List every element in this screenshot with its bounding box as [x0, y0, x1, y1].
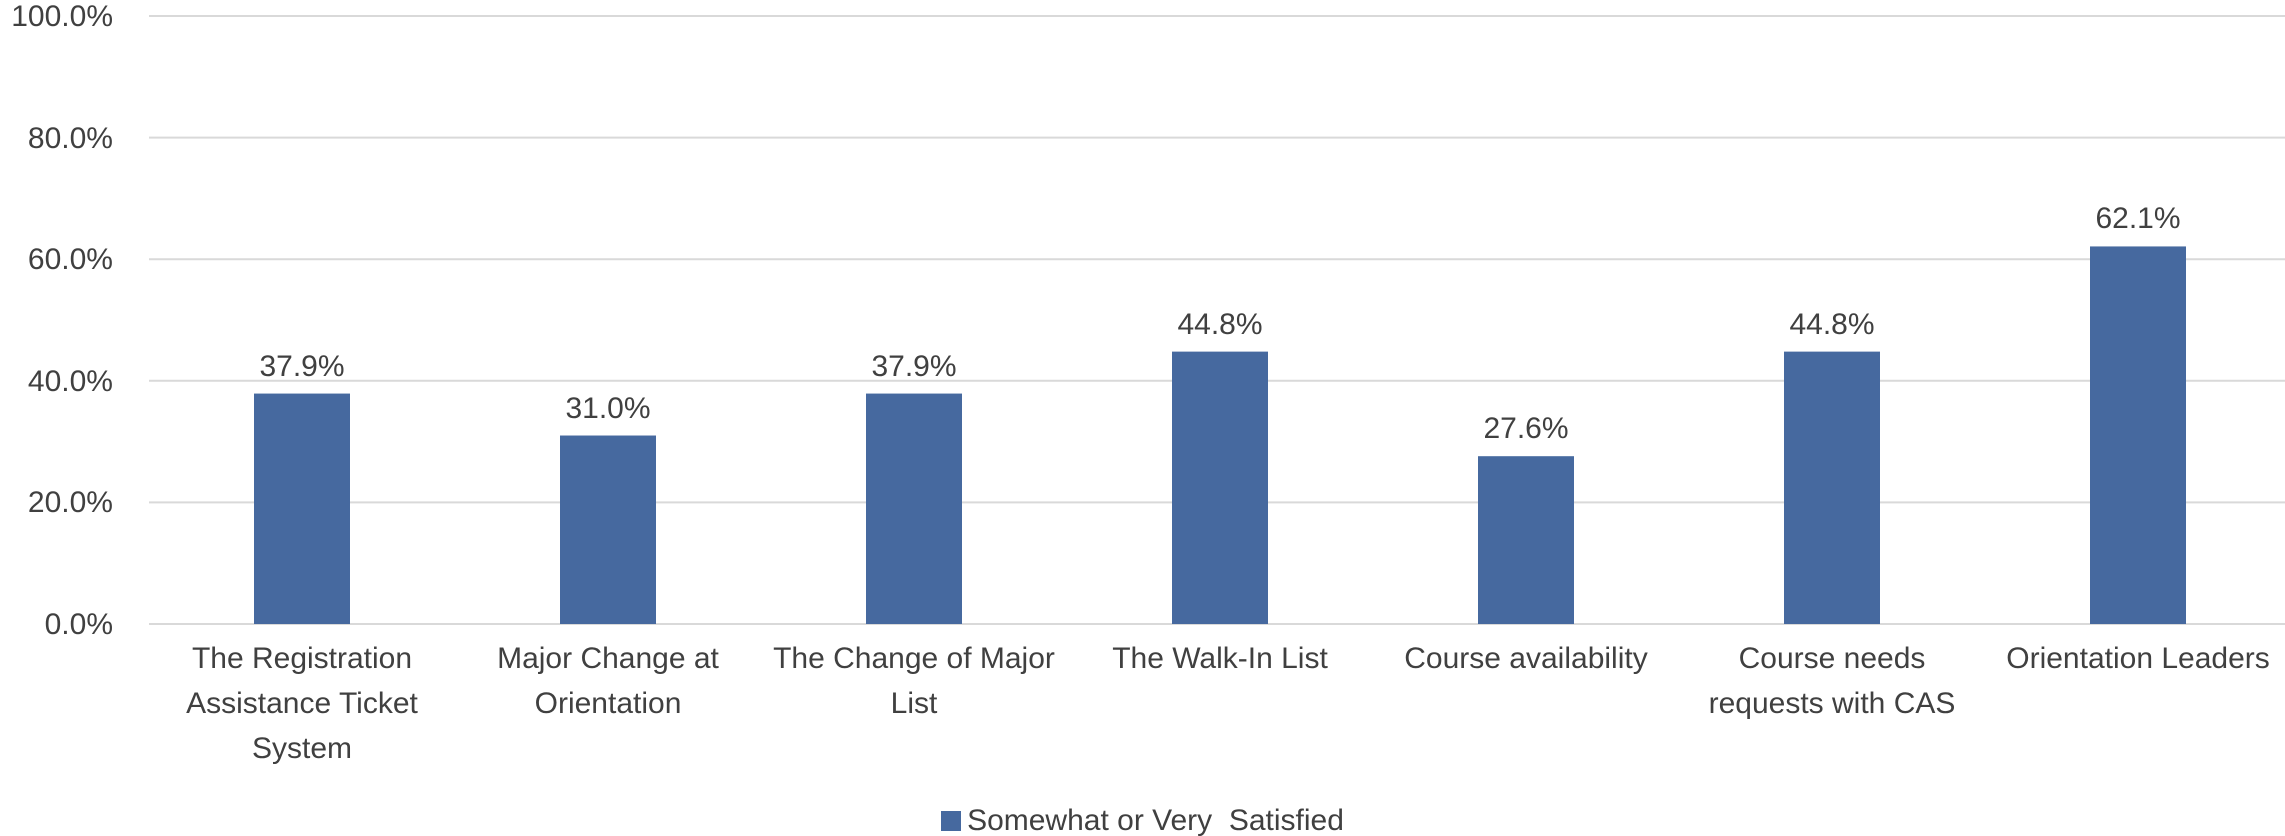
- legend-swatch: [941, 811, 962, 832]
- legend-label: Somewhat or Very Satisfied: [967, 804, 1344, 836]
- value-label: 44.8%: [1789, 307, 1875, 341]
- bar: [1784, 351, 1880, 624]
- value-label: 27.6%: [1483, 412, 1569, 446]
- y-tick-label: 40.0%: [27, 364, 113, 398]
- y-tick-label: 60.0%: [27, 243, 113, 277]
- x-tick-label: Course needs requests with CAS: [1708, 642, 1956, 720]
- value-label: 62.1%: [2095, 202, 2181, 236]
- y-tick-label: 20.0%: [27, 486, 113, 520]
- y-tick-label: 80.0%: [27, 121, 113, 155]
- x-tick-label: Major Change at Orientation: [497, 642, 719, 720]
- bar: [1478, 456, 1574, 624]
- x-tick-label: The Registration Assistance Ticket Syste…: [186, 642, 418, 765]
- y-tick-label: 0.0%: [44, 608, 113, 641]
- value-label: 37.9%: [259, 349, 345, 383]
- bar: [866, 393, 962, 624]
- x-tick-label: The Walk-In List: [1112, 642, 1328, 675]
- bar: [560, 435, 656, 624]
- value-label: 37.9%: [871, 349, 957, 383]
- legend: Somewhat or Very Satisfied: [0, 800, 2285, 836]
- x-tick-label: Orientation Leaders: [2006, 642, 2270, 675]
- x-tick-label: The Change of Major List: [773, 642, 1055, 720]
- value-label: 44.8%: [1177, 307, 1263, 341]
- y-tick-label: 100.0%: [11, 0, 113, 33]
- x-tick-label: Course availability: [1404, 642, 1648, 675]
- bar: [254, 393, 350, 624]
- bar: [1172, 351, 1268, 624]
- bar: [2090, 246, 2186, 624]
- value-label: 31.0%: [565, 391, 651, 425]
